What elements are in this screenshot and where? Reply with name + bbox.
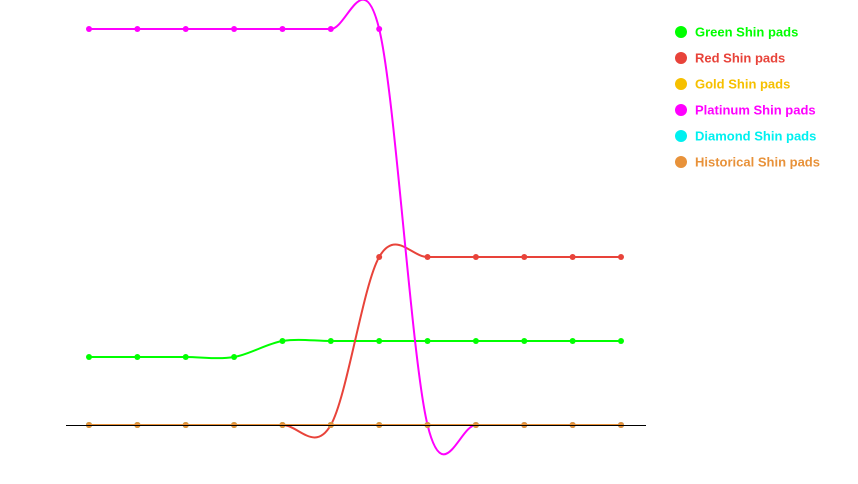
series-layer [86, 0, 624, 456]
data-point-platinum-shin-pads-2[interactable] [134, 26, 141, 32]
series-platinum-shin-pads [86, 0, 624, 456]
data-point-red-shin-pads-9[interactable] [472, 254, 479, 260]
data-point-platinum-shin-pads-3[interactable] [182, 26, 189, 32]
legend-label-historical-shin-pads: Historical Shin pads [695, 155, 820, 170]
data-point-red-shin-pads-8[interactable] [424, 254, 431, 260]
data-point-platinum-shin-pads-1[interactable] [86, 26, 92, 32]
data-point-platinum-shin-pads-6[interactable] [327, 26, 334, 32]
data-point-green-shin-pads-11[interactable] [569, 338, 576, 344]
series-line-platinum-shin-pads [88, 0, 621, 456]
legend-marker-historical-shin-pads [675, 156, 687, 168]
legend-item-historical-shin-pads[interactable]: Historical Shin pads [675, 155, 820, 170]
data-point-green-shin-pads-6[interactable] [327, 338, 334, 344]
data-point-platinum-shin-pads-5[interactable] [279, 26, 286, 32]
data-point-red-shin-pads-10[interactable] [521, 254, 528, 260]
legend-label-platinum-shin-pads: Platinum Shin pads [695, 103, 816, 118]
legend-item-platinum-shin-pads[interactable]: Platinum Shin pads [675, 103, 816, 118]
data-point-green-shin-pads-1[interactable] [86, 354, 92, 360]
legend-label-diamond-shin-pads: Diamond Shin pads [695, 129, 816, 144]
legend-item-gold-shin-pads[interactable]: Gold Shin pads [675, 77, 790, 92]
data-point-red-shin-pads-11[interactable] [569, 254, 576, 260]
data-point-green-shin-pads-10[interactable] [521, 338, 528, 344]
data-point-green-shin-pads-7[interactable] [376, 338, 383, 344]
data-point-red-shin-pads-12[interactable] [618, 254, 624, 260]
legend-marker-platinum-shin-pads [675, 104, 687, 116]
legend-item-diamond-shin-pads[interactable]: Diamond Shin pads [675, 129, 816, 144]
data-point-green-shin-pads-5[interactable] [279, 338, 286, 344]
legend-marker-green-shin-pads [675, 26, 687, 38]
legend-marker-red-shin-pads [675, 52, 687, 64]
data-point-platinum-shin-pads-7[interactable] [376, 26, 383, 32]
data-point-green-shin-pads-4[interactable] [231, 354, 238, 360]
data-point-green-shin-pads-9[interactable] [472, 338, 479, 344]
data-point-green-shin-pads-12[interactable] [618, 338, 624, 344]
data-point-green-shin-pads-3[interactable] [182, 354, 189, 360]
data-point-red-shin-pads-7[interactable] [376, 254, 383, 260]
legend-item-green-shin-pads[interactable]: Green Shin pads [675, 25, 798, 40]
data-point-platinum-shin-pads-4[interactable] [231, 26, 238, 32]
data-point-green-shin-pads-8[interactable] [424, 338, 431, 344]
legend-label-red-shin-pads: Red Shin pads [695, 51, 785, 66]
legend: Green Shin pads Red Shin pads Gold Shin pa… [675, 25, 820, 170]
legend-label-green-shin-pads: Green Shin pads [695, 25, 798, 40]
legend-marker-gold-shin-pads [675, 78, 687, 90]
legend-marker-diamond-shin-pads [675, 130, 687, 142]
data-point-green-shin-pads-2[interactable] [134, 354, 141, 360]
legend-item-red-shin-pads[interactable]: Red Shin pads [675, 51, 785, 66]
legend-label-gold-shin-pads: Gold Shin pads [695, 77, 790, 92]
